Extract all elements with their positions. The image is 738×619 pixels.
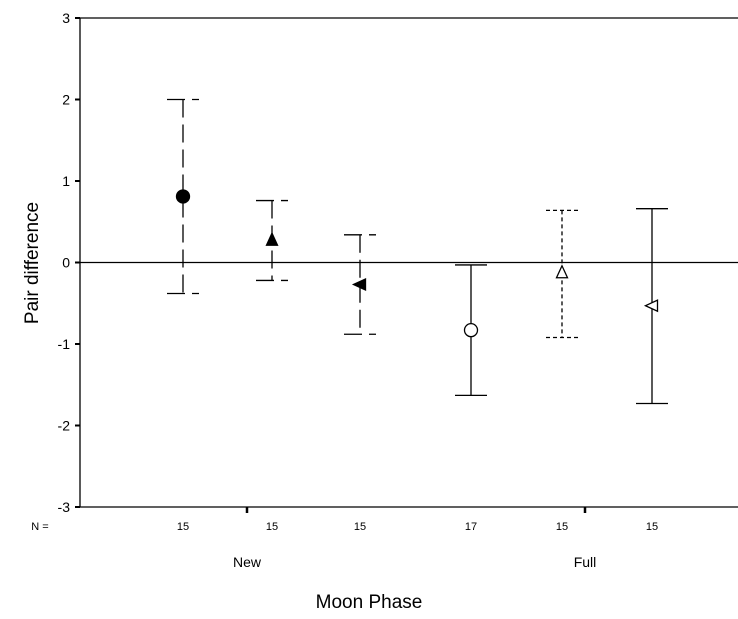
error-bar-group (546, 209, 578, 339)
mean-marker (351, 277, 367, 292)
y-tick-label: -2 (58, 418, 71, 434)
error-bar-group (455, 264, 487, 396)
y-tick-label: -1 (58, 336, 71, 352)
axes (75, 17, 738, 513)
group-n-label: 15 (646, 521, 658, 533)
error-bars (167, 98, 668, 405)
error-bar-group (256, 199, 288, 282)
mean-marker (643, 299, 659, 313)
error-bar-group (636, 208, 668, 405)
error-bar-group (167, 98, 199, 295)
tick-labels: 3 2 1 0 -1 -2 -3 N = 15 15 15 17 15 15 New Full (31, 10, 658, 570)
phase-label: New (233, 554, 262, 570)
y-tick-label: 1 (62, 173, 70, 189)
y-tick-label: 2 (62, 92, 70, 108)
x-axis-title: Moon Phase (315, 592, 423, 613)
group-n-label: 17 (465, 521, 477, 533)
group-n-label: 15 (177, 521, 189, 533)
phase-label: Full (574, 554, 597, 570)
mean-marker (265, 231, 279, 246)
mean-marker (555, 264, 569, 279)
y-tick-label: -3 (58, 499, 71, 515)
group-n-label: 15 (266, 521, 278, 533)
error-bar-group (344, 234, 376, 335)
n-row-label: N = (31, 521, 48, 533)
mean-marker (463, 322, 479, 338)
y-tick-label: 3 (62, 10, 70, 26)
group-n-label: 15 (354, 521, 366, 533)
y-tick-label: 0 (62, 255, 70, 271)
y-axis-title: Pair difference (22, 201, 43, 325)
mean-marker (175, 189, 191, 204)
y-axis-title-box: Pair difference (18, 118, 48, 408)
group-n-label: 15 (556, 521, 568, 533)
